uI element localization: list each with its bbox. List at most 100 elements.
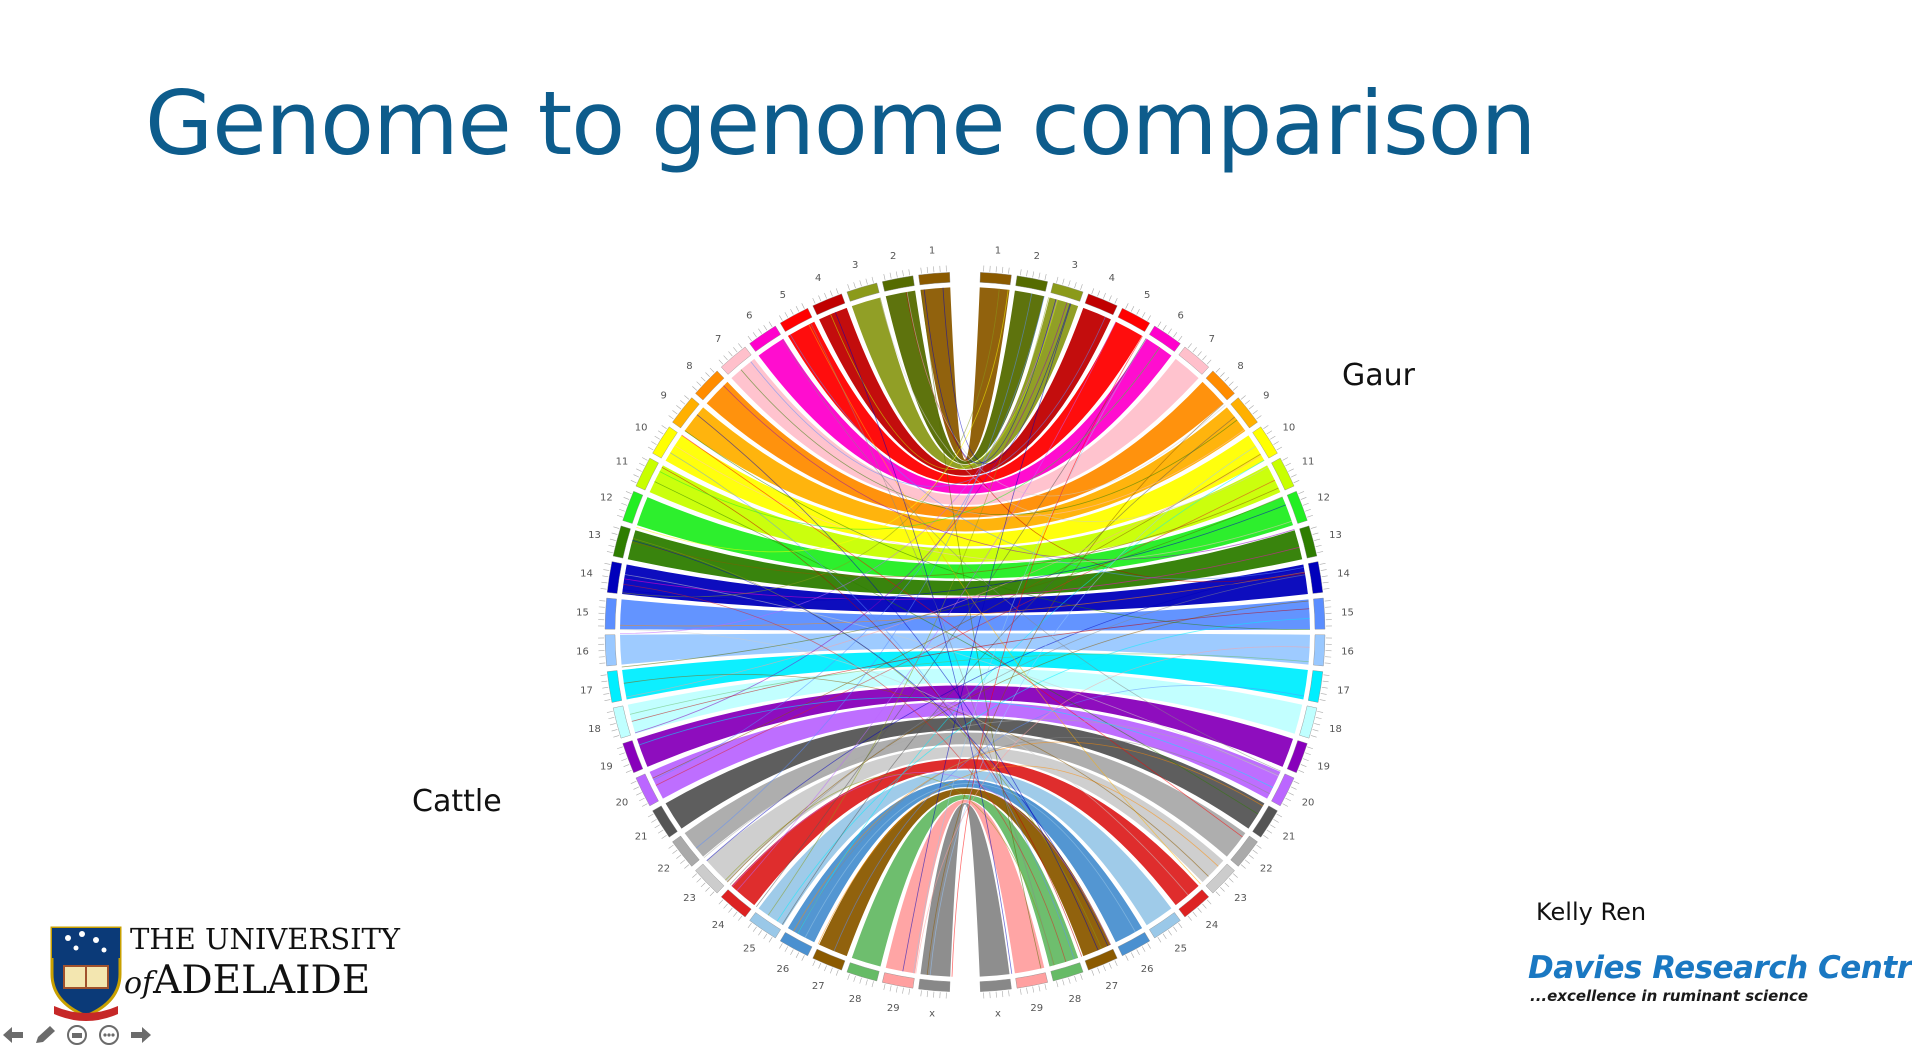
rearrangement-line bbox=[634, 302, 1068, 734]
cattle-chromosome-7 bbox=[720, 346, 752, 375]
cattle-chromosome-label: 14 bbox=[580, 568, 593, 579]
ring-tick bbox=[1215, 367, 1221, 373]
university-logo: THE UNIVERSITY ofADELAIDE bbox=[46, 922, 400, 1022]
ring-tick bbox=[790, 309, 794, 315]
ring-tick bbox=[812, 297, 816, 304]
gaur-chromosome-9 bbox=[1230, 397, 1258, 429]
ring-tick bbox=[1202, 355, 1207, 361]
ring-tick bbox=[633, 474, 640, 478]
ring-tick bbox=[1240, 864, 1246, 869]
ring-tick bbox=[1187, 915, 1192, 921]
cattle-chromosome-label: 24 bbox=[712, 920, 725, 931]
ring-tick bbox=[1097, 290, 1101, 297]
ring-tick bbox=[1233, 386, 1238, 391]
rearrangement-line bbox=[776, 618, 1310, 922]
ring-tick bbox=[1320, 569, 1327, 571]
ring-tick bbox=[1001, 266, 1004, 273]
cattle-chromosome-label: 28 bbox=[849, 994, 862, 1005]
gaur-chromosome-14 bbox=[1308, 561, 1324, 594]
ring-tick bbox=[779, 315, 783, 321]
ring-tick bbox=[847, 284, 850, 291]
rearrangement-line bbox=[781, 416, 1235, 925]
ring-tick bbox=[1220, 372, 1225, 377]
gaur-chromosome-label: 16 bbox=[1341, 647, 1354, 658]
synteny-ribbon-chr-5 bbox=[787, 321, 1143, 484]
ring-tick bbox=[623, 764, 630, 767]
next-slide-button[interactable] bbox=[128, 1024, 154, 1046]
ring-tick bbox=[1074, 282, 1077, 289]
ring-tick bbox=[1103, 965, 1106, 972]
gaur-chromosome-label: 1 bbox=[995, 245, 1001, 256]
gaur-chromosome-label: 8 bbox=[1237, 361, 1243, 372]
cattle-chromosome-22 bbox=[672, 835, 700, 867]
ring-tick bbox=[672, 849, 678, 854]
ring-tick bbox=[601, 581, 608, 584]
cattle-chromosome-28 bbox=[846, 962, 880, 982]
ring-tick bbox=[723, 903, 728, 909]
ring-tick bbox=[1270, 435, 1276, 440]
gaur-chromosome-label: 13 bbox=[1329, 530, 1342, 541]
synteny-ribbon-chr-7 bbox=[731, 358, 1199, 506]
ring-tick bbox=[1130, 952, 1135, 958]
gaur-chromosome-20 bbox=[1271, 773, 1295, 807]
ring-tick bbox=[1276, 813, 1283, 818]
more-options-button[interactable] bbox=[96, 1024, 122, 1046]
ring-tick bbox=[829, 290, 833, 297]
ring-tick bbox=[883, 274, 886, 281]
rearrangement-line bbox=[695, 293, 1033, 849]
ring-tick bbox=[889, 985, 892, 992]
ring-tick bbox=[603, 569, 610, 571]
ring-tick bbox=[1224, 882, 1230, 888]
ring-tick bbox=[1290, 474, 1297, 478]
ring-tick bbox=[1197, 907, 1202, 913]
cattle-chromosome-11 bbox=[635, 457, 659, 491]
rearrangement-line bbox=[624, 574, 1279, 777]
ring-tick bbox=[1310, 735, 1317, 738]
ring-tick bbox=[768, 937, 773, 943]
previous-slide-button[interactable] bbox=[0, 1024, 26, 1046]
ring-tick bbox=[619, 508, 625, 512]
slide-nav-bar bbox=[0, 1024, 154, 1046]
rearrangement-line bbox=[631, 487, 1279, 578]
ring-tick bbox=[902, 270, 904, 277]
ring-tick bbox=[747, 335, 752, 342]
ring-tick bbox=[1147, 315, 1151, 321]
gaur-chromosome-15 bbox=[1313, 597, 1326, 630]
synteny-ribbon-chr-18 bbox=[627, 668, 1303, 734]
rearrangement-line bbox=[729, 574, 1306, 885]
ring-tick bbox=[908, 269, 910, 276]
ring-tick bbox=[1273, 819, 1279, 823]
ring-tick bbox=[611, 532, 618, 535]
ring-tick bbox=[1097, 967, 1101, 974]
gaur-chromosome-19 bbox=[1286, 740, 1308, 774]
chromosome-ring bbox=[604, 272, 1326, 992]
cattle-chromosome-label: 19 bbox=[600, 761, 613, 772]
gaur-chromosome-16 bbox=[1313, 634, 1326, 667]
ring-tick bbox=[641, 457, 648, 461]
ring-tick bbox=[696, 381, 702, 386]
ring-tick bbox=[654, 435, 660, 440]
rearrangement-line bbox=[727, 600, 1309, 883]
ring-tick bbox=[676, 854, 682, 859]
pen-tool-button[interactable] bbox=[32, 1024, 58, 1046]
synteny-ribbon-chr-22 bbox=[684, 732, 1246, 857]
ring-tick bbox=[647, 813, 654, 818]
cattle-chromosome-label: 10 bbox=[635, 423, 648, 434]
rearrangement-line bbox=[631, 608, 1310, 722]
cattle-chromosome-21 bbox=[652, 805, 678, 838]
subtitles-button[interactable] bbox=[64, 1024, 90, 1046]
cattle-chromosome-label: 2 bbox=[890, 251, 896, 262]
rearrangement-line bbox=[796, 736, 1270, 934]
ring-tick bbox=[625, 769, 632, 773]
ring-tick bbox=[1315, 544, 1322, 547]
ring-tick bbox=[1114, 297, 1118, 304]
ring-tick bbox=[1026, 270, 1028, 277]
ring-tick bbox=[865, 979, 868, 986]
gaur-chromosome-label: 14 bbox=[1337, 568, 1350, 579]
ring-tick bbox=[871, 276, 874, 283]
ring-tick bbox=[728, 907, 733, 913]
ring-tick bbox=[752, 926, 757, 932]
cattle-chromosome-label: 21 bbox=[635, 831, 648, 842]
ring-tick bbox=[1168, 328, 1172, 334]
